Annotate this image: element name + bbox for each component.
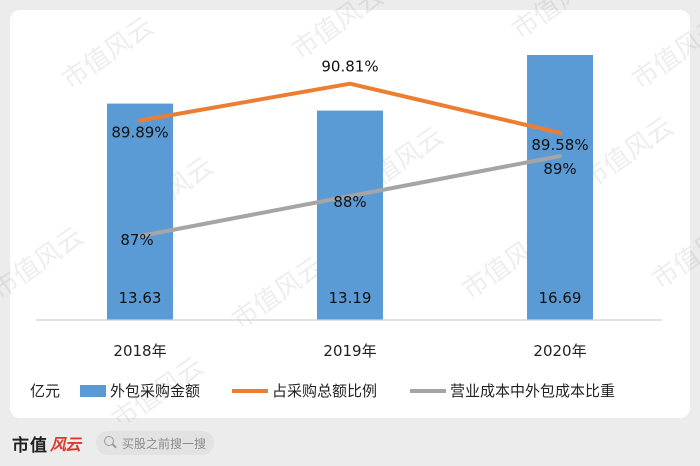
legend-label: 营业成本中外包成本比重 [450,382,615,400]
x-tick-label: 2019年 [323,342,376,360]
x-tick-label: 2020年 [533,342,586,360]
bar-value-label: 16.69 [539,289,582,307]
x-tick-label: 2018年 [113,342,166,360]
bar-value-label: 13.19 [329,289,372,307]
legend-label: 外包采购金额 [110,382,200,400]
share-label: 87% [120,231,153,249]
legend-swatch-bar [80,385,106,397]
watermark-text: 市值风云 [627,11,700,95]
unit-label: 亿元 [30,382,60,400]
x-tick-labels: 2018年 2019年 2020年 [113,342,586,360]
footer-bar: 市值 风云 买股之前搜一搜 [0,422,700,466]
search-box[interactable]: 买股之前搜一搜 [96,431,214,455]
bar-value-label: 13.63 [119,289,162,307]
watermark-text: 市值风云 [227,251,329,335]
logo-mark: 风云 [50,435,81,454]
share-label: 88% [333,193,366,211]
share-label: 89% [543,160,576,178]
watermark-text: 市值风云 [57,11,159,95]
bar-series [107,55,593,320]
bar-3 [527,55,593,320]
bar-1 [107,103,173,320]
brand-logo[interactable]: 市值 风云 [12,428,81,458]
ratio-label: 89.89% [111,124,168,142]
data-labels: 13.63 13.19 16.69 89.89% 90.81% 89.58% 87% 88% 8… [111,58,588,307]
line-series-2 [138,154,562,239]
bar-2 [317,110,383,320]
line-series-1 [138,81,562,135]
watermark-text: 市值风云 [647,211,700,295]
ratio-label: 90.81% [321,58,378,76]
ratio-label: 89.58% [531,136,588,154]
watermark-text: 市值风云 [0,221,89,305]
watermark-text: 市值风云 [507,0,609,46]
search-icon [104,436,118,450]
logo-text: 市值 [12,435,48,456]
line-series [138,81,562,239]
legend: 亿元 外包采购金额 占采购总额比例 营业成本中外包成本比重 [30,382,615,400]
watermark-text: 市值风云 [287,0,389,66]
legend-label: 占采购总额比例 [272,382,377,400]
search-placeholder: 买股之前搜一搜 [122,436,207,451]
